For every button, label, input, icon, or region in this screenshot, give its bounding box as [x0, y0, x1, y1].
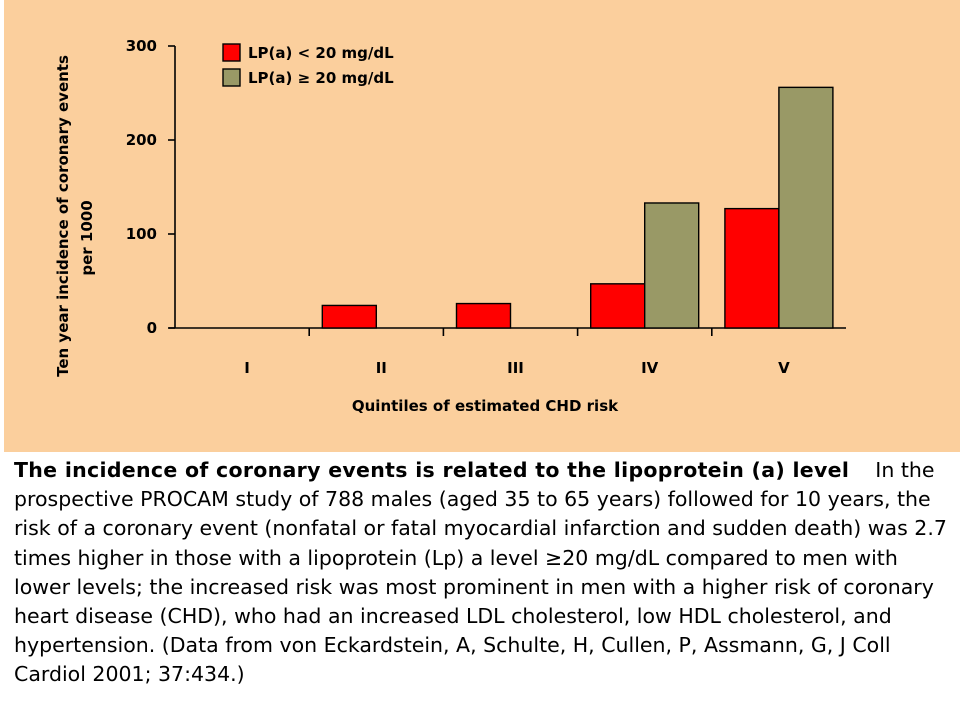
bar-lpa-high-IV	[644, 202, 700, 329]
legend-label: LP(a) ≥ 20 mg/dL	[248, 69, 394, 87]
x-tick-label: III	[507, 359, 524, 377]
y-tick-label: 100	[126, 225, 157, 243]
y-tick-label: 300	[126, 37, 157, 55]
figure-caption: The incidence of coronary events is rela…	[14, 456, 950, 690]
y-axis-label: Ten year incidence of coronary events	[54, 55, 72, 377]
bar-lpa-low-V	[724, 207, 780, 329]
caption-spacer	[856, 458, 869, 482]
legend-swatch	[222, 43, 241, 62]
y-axis-label-line2: per 1000	[78, 200, 96, 275]
legend-label: LP(a) < 20 mg/dL	[248, 44, 394, 62]
x-tick-label: II	[376, 359, 387, 377]
chart-panel: 0 100 200 300 I II III IV V LP(a) < 20 mg/dL LP(a…	[4, 0, 960, 452]
legend-swatch	[222, 68, 241, 87]
y-tick-label: 0	[147, 319, 157, 337]
bar-lpa-low-III	[455, 302, 512, 329]
bar-lpa-low-IV	[590, 283, 646, 329]
caption-body: In the prospective PROCAM study of 788 m…	[14, 458, 947, 687]
x-tick-label: V	[778, 359, 790, 377]
x-tick-label: I	[244, 359, 250, 377]
chart-bars	[321, 86, 834, 329]
chart-legend: LP(a) < 20 mg/dL LP(a) ≥ 20 mg/dL	[222, 43, 394, 87]
bar-lpa-high-V	[778, 86, 834, 329]
x-axis-label: Quintiles of estimated CHD risk	[352, 397, 619, 415]
y-tick-label: 200	[126, 131, 157, 149]
caption-heading: The incidence of coronary events is rela…	[14, 458, 850, 482]
bar-lpa-low-II	[321, 304, 377, 329]
x-tick-label: IV	[641, 359, 659, 377]
